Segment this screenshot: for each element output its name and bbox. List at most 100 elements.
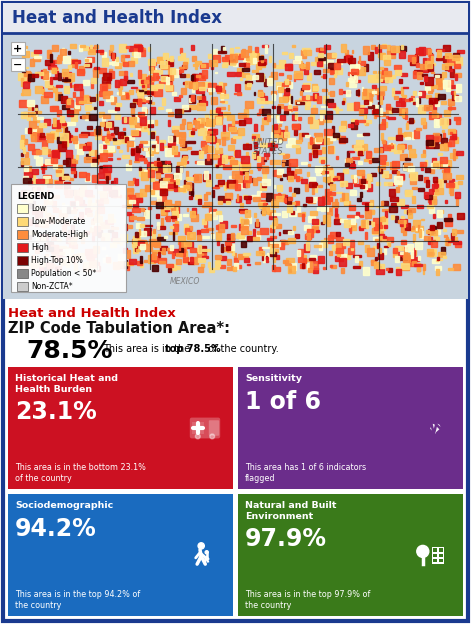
Bar [26, 72, 31, 77]
Bar [199, 122, 206, 124]
Bar [284, 132, 289, 137]
Bar [401, 74, 407, 76]
Bar [187, 232, 195, 239]
Bar [28, 144, 34, 150]
Bar [74, 108, 78, 114]
Bar [106, 176, 107, 183]
Bar [370, 210, 374, 214]
Bar [95, 133, 101, 139]
Bar [447, 119, 450, 124]
Bar [412, 57, 414, 63]
Bar [293, 226, 295, 230]
Bar [293, 107, 297, 110]
Bar [305, 102, 309, 109]
Bar [73, 92, 74, 97]
Bar [142, 83, 146, 90]
Bar [139, 144, 142, 147]
Bar [276, 144, 277, 147]
Bar [170, 79, 172, 84]
Bar [440, 157, 447, 163]
Bar [159, 178, 167, 182]
Bar [292, 263, 296, 270]
Bar [274, 255, 279, 259]
Bar [168, 69, 176, 77]
Bar [354, 102, 358, 110]
Bar [372, 105, 379, 109]
Bar [416, 129, 421, 130]
Bar [389, 76, 395, 78]
Bar [321, 240, 327, 247]
Bar [167, 150, 171, 156]
Bar [291, 171, 296, 178]
Bar [129, 259, 137, 263]
Bar [428, 64, 433, 72]
Bar [264, 160, 266, 162]
Bar [233, 180, 236, 188]
Bar [127, 200, 131, 208]
Bar [59, 246, 66, 251]
Bar [454, 137, 458, 144]
Bar [39, 264, 43, 271]
Bar [305, 234, 311, 238]
Bar [441, 100, 446, 104]
Bar [389, 110, 390, 114]
Bar [80, 117, 85, 119]
Bar [218, 160, 223, 166]
Bar [433, 177, 437, 182]
Bar [34, 205, 40, 210]
Bar [22, 67, 28, 69]
Bar [295, 112, 297, 119]
Bar [300, 91, 302, 95]
Bar [17, 282, 28, 291]
Bar [114, 178, 117, 183]
Bar [380, 147, 383, 152]
Bar [296, 166, 298, 170]
Bar [330, 170, 333, 175]
Bar [262, 253, 263, 260]
Bar [80, 204, 86, 206]
Bar [317, 137, 322, 141]
Bar [23, 147, 25, 153]
Bar [138, 91, 143, 99]
Bar [101, 150, 107, 155]
Bar [412, 225, 414, 229]
Bar [335, 198, 337, 206]
Bar [199, 97, 201, 104]
Bar [375, 74, 379, 78]
Bar [446, 63, 453, 65]
Bar [285, 64, 291, 66]
Bar [166, 205, 173, 207]
Bar [339, 258, 346, 266]
Bar [3, 3, 468, 33]
Bar [421, 64, 426, 69]
Bar [223, 125, 226, 132]
Bar [444, 56, 448, 62]
Bar [162, 248, 164, 254]
Bar [29, 180, 35, 186]
Bar [238, 196, 241, 202]
Bar [401, 144, 406, 148]
Bar [382, 140, 385, 143]
Bar [91, 163, 97, 167]
Bar [296, 102, 304, 104]
Bar [164, 200, 171, 206]
FancyBboxPatch shape [209, 421, 219, 436]
Bar [206, 228, 213, 230]
Bar [400, 154, 407, 160]
Bar [283, 260, 288, 263]
Bar [155, 137, 158, 144]
Bar [91, 77, 96, 84]
Bar [418, 48, 423, 55]
Bar [195, 161, 203, 163]
Bar [398, 144, 403, 152]
Bar [296, 140, 301, 142]
Bar [195, 121, 199, 128]
Bar [53, 163, 57, 168]
Bar [364, 100, 368, 104]
Bar [148, 255, 155, 263]
Bar [138, 44, 142, 51]
Bar [359, 120, 365, 122]
Bar [92, 157, 97, 163]
Bar [396, 187, 399, 192]
Bar [129, 160, 131, 163]
